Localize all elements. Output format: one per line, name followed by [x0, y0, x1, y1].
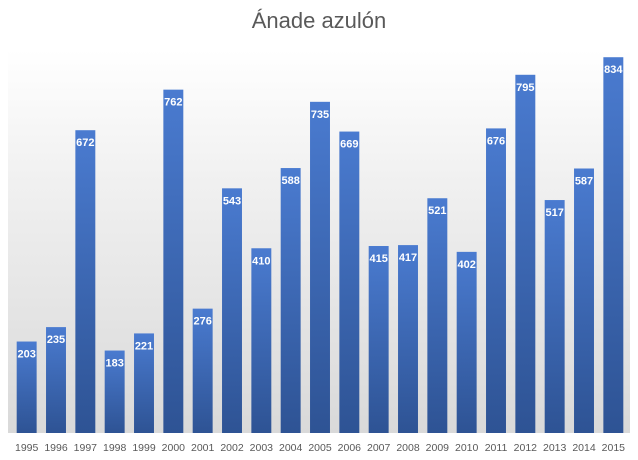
- x-tick-1995: 1995: [15, 442, 39, 454]
- bar-2012: [515, 74, 536, 433]
- bar-1998: [104, 350, 125, 433]
- value-label-1995: 203: [17, 349, 35, 361]
- value-label-2010: 402: [457, 259, 475, 271]
- x-tick-2011: 2011: [485, 442, 508, 454]
- x-tick-2010: 2010: [455, 442, 479, 454]
- bar-2014: [574, 168, 594, 433]
- bars-group: [16, 57, 624, 434]
- x-tick-2012: 2012: [514, 442, 538, 454]
- value-label-2002: 543: [223, 195, 241, 207]
- value-label-1997: 672: [76, 137, 94, 149]
- value-label-1996: 235: [47, 334, 65, 346]
- value-label-2001: 276: [193, 316, 211, 328]
- x-tick-2006: 2006: [338, 442, 362, 454]
- bar-2006: [339, 131, 360, 433]
- value-label-2005: 735: [311, 109, 329, 121]
- value-label-2012: 795: [516, 82, 534, 94]
- value-label-2014: 587: [575, 176, 593, 188]
- bar-2005: [310, 101, 330, 433]
- bar-2004: [280, 168, 301, 434]
- bar-2008: [398, 245, 418, 433]
- bar-1997: [75, 130, 96, 433]
- value-label-2008: 417: [399, 252, 417, 264]
- chart-title: Ánade azulón: [251, 8, 387, 33]
- x-tick-1998: 1998: [103, 442, 127, 454]
- bar-2015: [603, 57, 624, 434]
- x-tick-2007: 2007: [367, 442, 391, 454]
- x-tick-2008: 2008: [396, 442, 420, 454]
- bar-2011: [486, 128, 506, 433]
- value-label-2015: 834: [604, 64, 623, 76]
- bar-1995: [16, 341, 37, 433]
- x-tick-2013: 2013: [543, 442, 567, 454]
- value-labels-group: 203 235 672 183 221 762 276 543 410 588 735 669 415 4…: [17, 64, 623, 369]
- bar-2007: [368, 246, 389, 433]
- bar-2009: [427, 198, 448, 433]
- value-label-2006: 669: [340, 139, 358, 151]
- x-tick-2015: 2015: [602, 442, 626, 454]
- value-label-2007: 415: [369, 253, 387, 265]
- value-label-2009: 521: [428, 205, 446, 217]
- x-tick-labels-group: 1995 1996 1997 1998 1999 2000 2001 2002 2003 2004…: [15, 442, 625, 454]
- value-label-1998: 183: [105, 358, 123, 370]
- x-tick-2014: 2014: [572, 442, 596, 454]
- bar-2002: [222, 188, 242, 433]
- x-tick-2003: 2003: [250, 442, 274, 454]
- value-label-2011: 676: [487, 135, 505, 147]
- value-label-2003: 410: [252, 255, 270, 267]
- x-tick-2009: 2009: [426, 442, 450, 454]
- bar-2010: [456, 251, 477, 433]
- x-tick-1999: 1999: [132, 442, 156, 454]
- x-tick-2004: 2004: [279, 442, 303, 454]
- x-tick-2001: 2001: [191, 442, 215, 454]
- bar-2000: [163, 89, 184, 434]
- bar-2003: [251, 248, 272, 433]
- x-tick-2002: 2002: [220, 442, 244, 454]
- x-tick-2005: 2005: [308, 442, 332, 454]
- bar-2001: [192, 308, 213, 433]
- bar-2013: [544, 200, 565, 433]
- x-tick-2000: 2000: [162, 442, 186, 454]
- bar-1999: [134, 333, 154, 433]
- bar-1996: [46, 327, 66, 433]
- value-label-2000: 762: [164, 97, 182, 109]
- x-tick-1996: 1996: [44, 442, 68, 454]
- value-label-2013: 517: [545, 207, 563, 219]
- value-label-2004: 588: [281, 175, 299, 187]
- x-tick-1997: 1997: [74, 442, 98, 454]
- value-label-1999: 221: [135, 340, 153, 352]
